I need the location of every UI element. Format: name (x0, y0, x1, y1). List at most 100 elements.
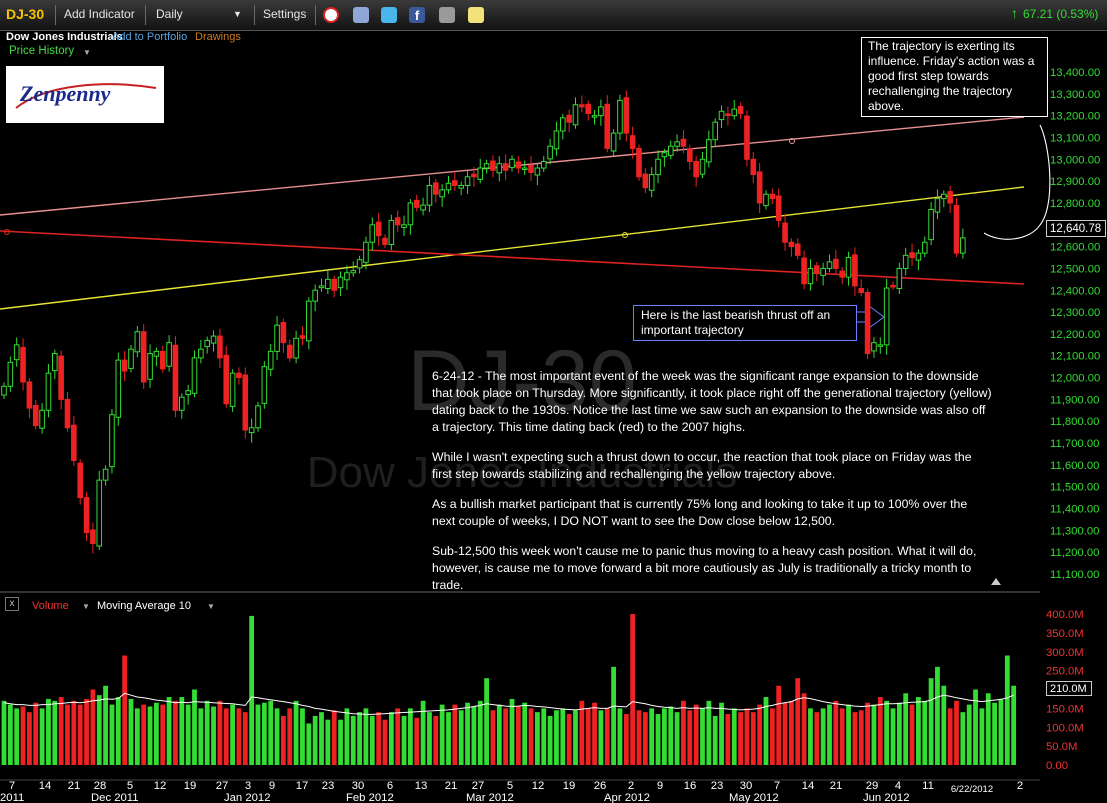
volume-bar[interactable] (281, 715, 286, 765)
settings-button[interactable]: Settings (263, 7, 307, 21)
candle[interactable] (782, 213, 788, 251)
volume-bar[interactable] (388, 712, 394, 765)
candle[interactable] (509, 155, 515, 172)
volume-bar[interactable] (839, 708, 845, 765)
volume-bar[interactable] (852, 712, 858, 765)
candle[interactable] (680, 130, 687, 154)
candle[interactable] (928, 202, 934, 246)
candle[interactable] (871, 336, 877, 358)
volume-bar[interactable] (192, 689, 197, 766)
volume-bar[interactable] (439, 704, 445, 765)
candle[interactable] (13, 337, 20, 367)
candle[interactable] (661, 148, 668, 167)
candle[interactable] (490, 155, 496, 178)
candle[interactable] (744, 110, 750, 167)
volume-bar[interactable] (160, 704, 166, 765)
add-to-portfolio-link[interactable]: Add to Portfolio (112, 31, 188, 43)
candle[interactable] (274, 316, 280, 360)
candle[interactable] (883, 278, 890, 355)
facebook-icon[interactable]: f (409, 7, 425, 23)
candle[interactable] (636, 144, 642, 181)
candle[interactable] (382, 234, 388, 249)
volume-bar[interactable] (293, 700, 299, 765)
candle[interactable] (191, 350, 198, 398)
volume-bar[interactable] (795, 678, 801, 765)
candle[interactable] (725, 106, 731, 126)
volume-bar[interactable] (966, 704, 972, 765)
candle[interactable] (433, 178, 439, 203)
candle[interactable] (610, 129, 617, 157)
candle[interactable] (540, 155, 547, 172)
volume-bar[interactable] (700, 708, 705, 765)
candle[interactable] (960, 228, 966, 259)
volume-bar[interactable] (776, 685, 782, 765)
volume-bar[interactable] (877, 697, 883, 765)
volume-bar[interactable] (744, 708, 750, 765)
candle[interactable] (77, 459, 84, 505)
volume-bar[interactable] (261, 702, 267, 765)
candle[interactable] (756, 162, 763, 213)
volume-bar[interactable] (363, 708, 369, 765)
volume-bar[interactable] (630, 614, 636, 765)
volume-bar[interactable] (141, 704, 147, 765)
candle[interactable] (788, 238, 795, 257)
volume-bar[interactable] (979, 708, 985, 765)
candle[interactable] (648, 167, 655, 198)
candle[interactable] (814, 261, 820, 282)
candle[interactable] (826, 254, 833, 273)
candle[interactable] (623, 90, 630, 142)
volume-bar[interactable] (465, 702, 470, 765)
volume-bar[interactable] (573, 710, 578, 765)
moving-average-label[interactable]: Moving Average 10 (97, 600, 191, 612)
candle[interactable] (687, 144, 693, 170)
volume-bar[interactable] (427, 712, 432, 765)
candle[interactable] (26, 378, 33, 419)
candle[interactable] (464, 171, 471, 195)
candle[interactable] (890, 281, 896, 290)
volume-bar[interactable] (547, 715, 553, 765)
candle[interactable] (115, 352, 122, 426)
candle[interactable] (356, 255, 363, 274)
candle[interactable] (452, 171, 458, 191)
candle[interactable] (858, 279, 865, 297)
candle[interactable] (179, 393, 185, 419)
chevron-down-icon[interactable]: ▼ (207, 602, 215, 611)
volume-bar[interactable] (471, 706, 477, 765)
candle[interactable] (534, 164, 541, 186)
volume-bar[interactable] (166, 697, 172, 765)
twitter-icon[interactable] (381, 7, 397, 23)
volume-bar[interactable] (827, 704, 832, 765)
volume-bar[interactable] (801, 693, 807, 765)
volume-bar[interactable] (814, 712, 820, 765)
volume-bar[interactable] (14, 708, 20, 765)
candle[interactable] (388, 214, 395, 250)
volume-bar[interactable] (179, 697, 185, 765)
candle[interactable] (763, 190, 769, 210)
yellow-trajectory-line[interactable] (0, 186, 1025, 310)
candle[interactable] (483, 159, 490, 174)
candle[interactable] (71, 415, 77, 466)
candle[interactable] (909, 243, 915, 267)
candle[interactable] (775, 188, 782, 228)
chevron-down-icon[interactable]: ▼ (83, 48, 91, 57)
alarm-clock-icon[interactable] (323, 7, 339, 23)
volume-bar[interactable] (541, 708, 547, 765)
volume-bar[interactable] (484, 678, 489, 765)
candle[interactable] (198, 340, 204, 364)
volume-bar[interactable] (268, 700, 274, 765)
volume-bar[interactable] (39, 708, 45, 765)
volume-bar[interactable] (77, 704, 83, 765)
candle[interactable] (833, 250, 839, 274)
volume-bar[interactable] (528, 708, 534, 765)
volume-bar[interactable] (674, 712, 680, 765)
volume-bar[interactable] (90, 689, 96, 766)
volume-bar[interactable] (458, 710, 464, 765)
volume-bar[interactable] (496, 704, 502, 765)
candle[interactable] (877, 337, 884, 354)
sticky-note-icon[interactable] (468, 7, 484, 23)
candle[interactable] (553, 121, 560, 156)
candle[interactable] (312, 284, 318, 312)
volume-bar[interactable] (769, 708, 775, 765)
volume-bar[interactable] (954, 700, 959, 765)
candle[interactable] (718, 105, 725, 129)
